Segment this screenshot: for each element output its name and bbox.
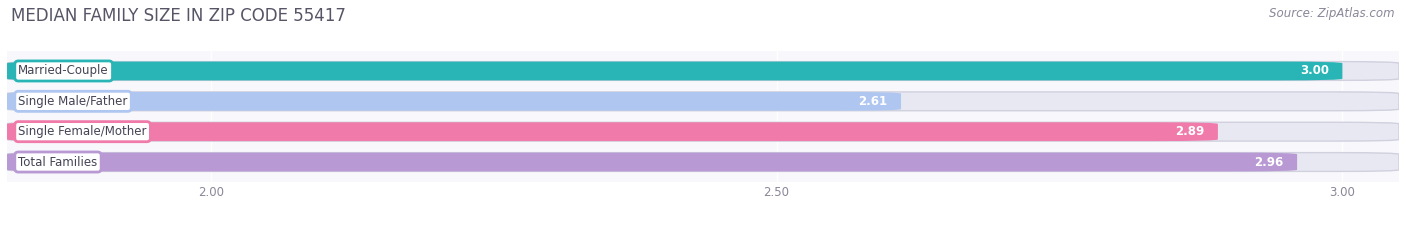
FancyBboxPatch shape — [7, 62, 1399, 80]
FancyBboxPatch shape — [7, 92, 1399, 111]
Text: 2.89: 2.89 — [1175, 125, 1205, 138]
FancyBboxPatch shape — [7, 153, 1399, 171]
Text: 2.61: 2.61 — [858, 95, 887, 108]
Text: 3.00: 3.00 — [1299, 65, 1329, 78]
Text: Source: ZipAtlas.com: Source: ZipAtlas.com — [1270, 7, 1395, 20]
Text: MEDIAN FAMILY SIZE IN ZIP CODE 55417: MEDIAN FAMILY SIZE IN ZIP CODE 55417 — [11, 7, 346, 25]
Text: Single Female/Mother: Single Female/Mother — [18, 125, 146, 138]
Text: Married-Couple: Married-Couple — [18, 65, 110, 78]
Text: Total Families: Total Families — [18, 155, 97, 168]
FancyBboxPatch shape — [7, 92, 901, 111]
FancyBboxPatch shape — [7, 153, 1298, 171]
Text: 2.96: 2.96 — [1254, 155, 1284, 168]
Text: Single Male/Father: Single Male/Father — [18, 95, 128, 108]
FancyBboxPatch shape — [7, 122, 1218, 141]
FancyBboxPatch shape — [7, 122, 1399, 141]
FancyBboxPatch shape — [7, 62, 1343, 80]
